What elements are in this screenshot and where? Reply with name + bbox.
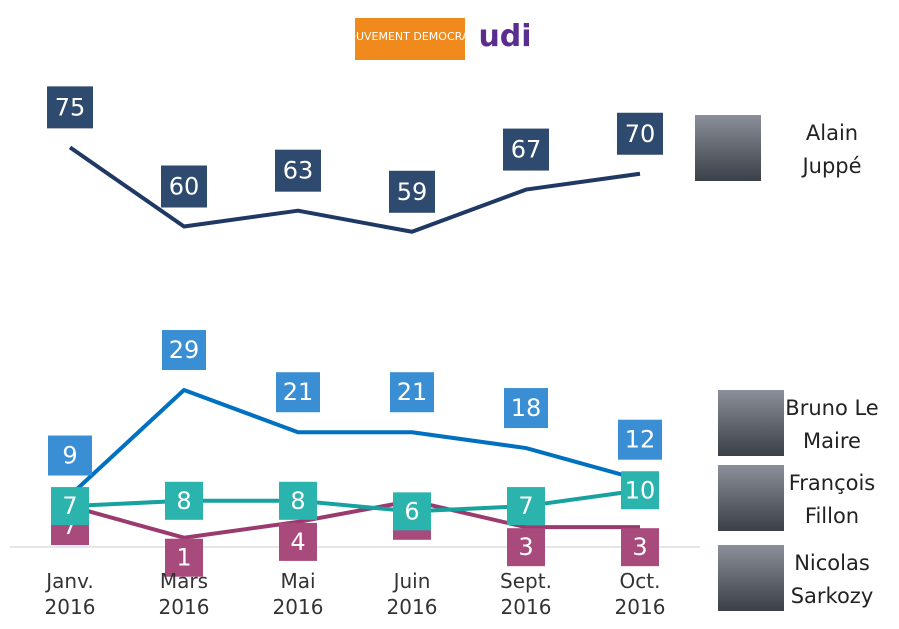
value-label: 7 (518, 492, 533, 520)
value-label: 7 (62, 492, 77, 520)
value-label: 9 (62, 442, 77, 470)
logo-text: udi (478, 19, 531, 54)
legend-label: Bruno Le Maire (782, 392, 882, 458)
value-label: 59 (397, 178, 428, 206)
value-label: 3 (632, 533, 647, 561)
value-label: 63 (283, 157, 314, 185)
legend-label: Nicolas Sarkozy (782, 547, 882, 613)
legend-photo (718, 465, 784, 531)
x-tick-label: Oct. 2016 (605, 568, 675, 620)
series-line (70, 147, 640, 231)
legend-label: François Fillon (782, 467, 882, 533)
value-label: 12 (625, 426, 656, 454)
value-label: 29 (169, 336, 200, 364)
value-label: 21 (283, 378, 314, 406)
plot: MOUVEMENT DEMOCRATE udi 7560635967709292… (0, 0, 899, 629)
x-tick-label: Janv. 2016 (35, 568, 105, 620)
logo-text: MOUVEMENT DEMOCRATE (338, 30, 482, 43)
value-label: 8 (176, 487, 191, 515)
chart: MOUVEMENT DEMOCRATE udi 7560635967709292… (0, 0, 899, 629)
value-label: 18 (511, 394, 542, 422)
x-tick-label: Sept. 2016 (491, 568, 561, 620)
value-label: 70 (625, 120, 656, 148)
x-tick-label: Mai 2016 (263, 568, 333, 620)
value-label: 3 (518, 533, 533, 561)
value-label: 6 (404, 497, 419, 525)
legend-photo (718, 390, 784, 456)
series-line (70, 390, 640, 496)
legend-photo (718, 545, 784, 611)
legend-photo (695, 115, 761, 181)
value-label: 10 (625, 476, 656, 504)
legend-label: Alain Juppé (782, 117, 882, 183)
value-label: 21 (397, 378, 428, 406)
value-label: 8 (290, 487, 305, 515)
x-tick-label: Juin 2016 (377, 568, 447, 620)
series-line (70, 490, 640, 511)
value-label: 67 (511, 136, 542, 164)
x-tick-label: Mars 2016 (149, 568, 219, 620)
value-label: 60 (169, 173, 200, 201)
value-label: 4 (290, 528, 305, 556)
value-label: 75 (55, 93, 86, 121)
